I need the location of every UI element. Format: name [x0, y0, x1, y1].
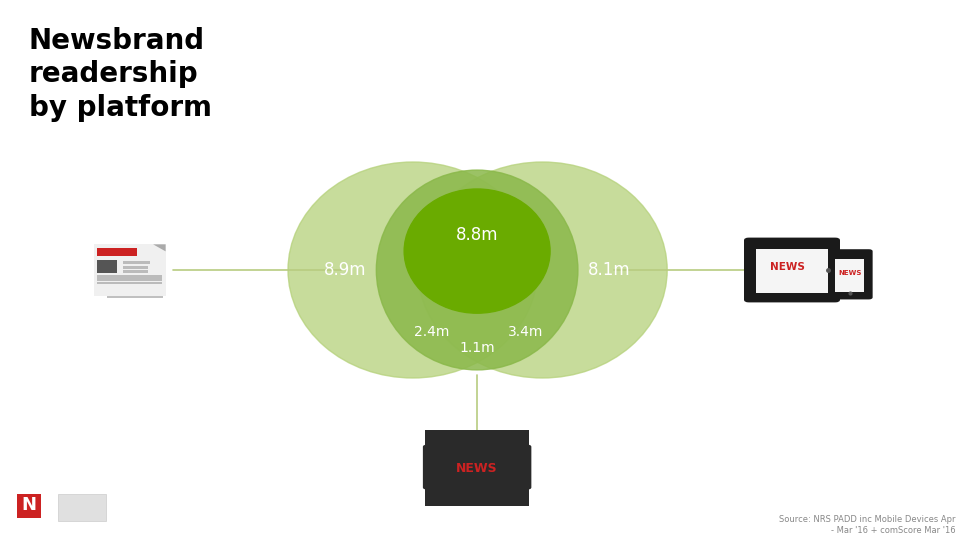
Text: 3.4m: 3.4m: [509, 325, 543, 339]
Bar: [97, 278, 162, 281]
Text: Source: NRS PADD inc Mobile Devices Apr
- Mar '16 + comScore Mar '16: Source: NRS PADD inc Mobile Devices Apr …: [779, 515, 955, 535]
FancyBboxPatch shape: [827, 249, 873, 299]
Ellipse shape: [376, 170, 578, 370]
Text: NEWS: NEWS: [838, 270, 861, 276]
Bar: [97, 260, 117, 273]
Ellipse shape: [418, 162, 667, 378]
Text: N: N: [21, 496, 36, 514]
Text: NEWS: NEWS: [456, 462, 498, 475]
Bar: [123, 271, 148, 273]
Bar: [756, 249, 828, 293]
FancyBboxPatch shape: [107, 248, 162, 298]
Text: 8.1m: 8.1m: [588, 261, 631, 279]
Text: 2.4m: 2.4m: [415, 325, 449, 339]
Text: 8.8m: 8.8m: [456, 226, 498, 244]
Ellipse shape: [404, 189, 550, 313]
Text: Newsbrand
readership
by platform: Newsbrand readership by platform: [29, 27, 212, 122]
Bar: [835, 259, 864, 292]
Text: NEWS: NEWS: [770, 262, 804, 272]
Bar: [58, 494, 106, 521]
Bar: [123, 266, 148, 268]
FancyBboxPatch shape: [422, 445, 532, 489]
Polygon shape: [154, 244, 166, 252]
Ellipse shape: [288, 162, 538, 378]
Bar: [97, 248, 137, 255]
Bar: [472, 487, 482, 499]
Bar: [123, 261, 151, 264]
FancyBboxPatch shape: [446, 497, 508, 504]
Bar: [17, 494, 41, 518]
Text: 1.1m: 1.1m: [459, 341, 495, 355]
FancyBboxPatch shape: [94, 244, 165, 296]
Bar: [97, 281, 162, 285]
FancyBboxPatch shape: [744, 238, 840, 302]
Bar: [431, 453, 522, 483]
Text: 14.3m: 14.3m: [450, 142, 504, 160]
Text: 8.9m: 8.9m: [324, 261, 367, 279]
Bar: [97, 275, 162, 278]
